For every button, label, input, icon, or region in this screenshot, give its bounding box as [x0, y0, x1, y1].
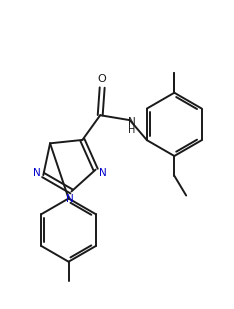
- Text: N: N: [99, 167, 106, 178]
- Text: N: N: [33, 168, 40, 178]
- Text: N: N: [128, 117, 136, 127]
- Text: H: H: [128, 125, 135, 135]
- Text: O: O: [98, 74, 106, 84]
- Text: N: N: [66, 194, 73, 204]
